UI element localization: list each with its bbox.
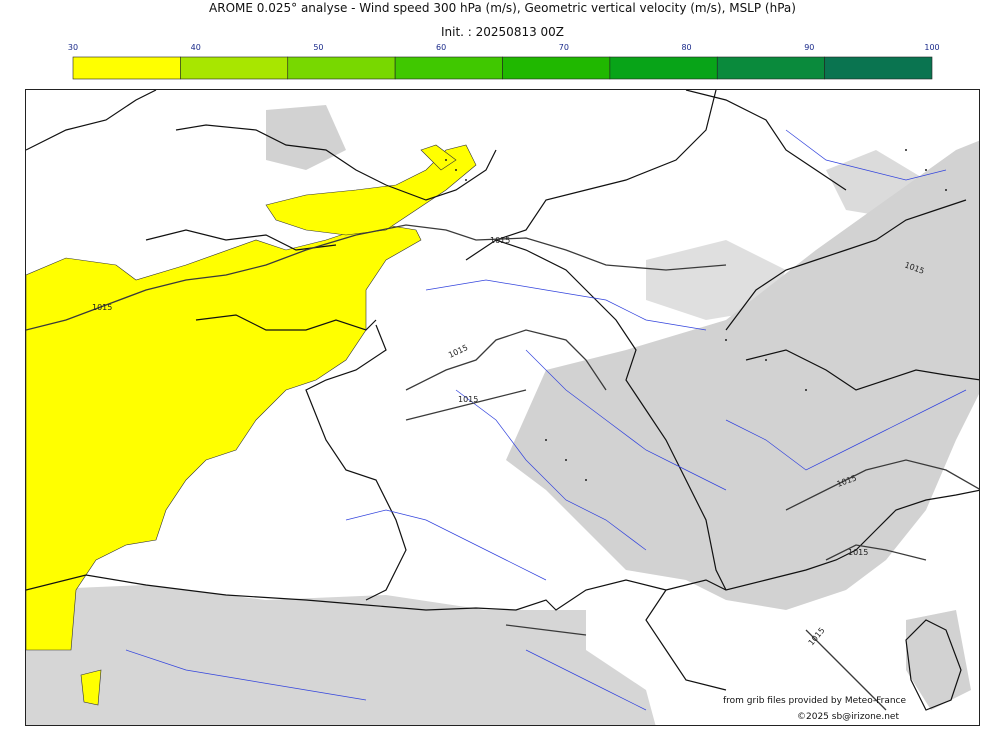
isobar-label: 1015 (447, 343, 469, 360)
source-credit: from grib files provided by Meteo-France (723, 696, 907, 706)
isobar-label: 1015 (458, 395, 478, 404)
colorbar-tick-label: 30 (68, 43, 78, 52)
isobar-label: 1015 (848, 548, 868, 557)
chart-title: AROME 0.025° analyse - Wind speed 300 hP… (209, 1, 796, 15)
isobar-label: 1015 (490, 236, 510, 245)
colorbar-tick-label: 40 (191, 43, 201, 52)
colorbar-segment (287, 56, 396, 80)
colorbar-segment (180, 56, 289, 80)
colorbar-tick-label: 80 (681, 43, 691, 52)
wind-speed-30-40-area (26, 144, 477, 706)
colorbar-segment (502, 56, 611, 80)
colorbar-tick-label: 50 (313, 43, 323, 52)
velocity-stipple (445, 149, 947, 481)
colorbar-segment (716, 56, 825, 80)
isobar-label: 1015 (807, 626, 827, 647)
vertical-velocity-shading (26, 105, 979, 725)
colorbar-segment (394, 56, 503, 80)
colorbar-tick-label: 100 (924, 43, 939, 52)
colorbar-tick-label: 70 (559, 43, 569, 52)
rivers (125, 129, 967, 711)
colorbar-tick-label: 90 (804, 43, 814, 52)
colorbar-tick-label: 60 (436, 43, 446, 52)
colorbar-segment (609, 56, 718, 80)
isobar-label: 1015 (92, 303, 112, 312)
colorbar-segment (72, 56, 181, 80)
colorbar-segment (824, 56, 933, 80)
isobars (26, 224, 979, 711)
coastlines (26, 90, 979, 711)
chart-subtitle: Init. : 20250813 00Z (440, 25, 565, 39)
weather-map: 1015 1015 1015 1015 1015 1015 1015 1015 (25, 89, 980, 726)
map-canvas: 1015 1015 1015 1015 1015 1015 1015 1015 (26, 90, 979, 725)
wind-speed-colorbar: 30 40 50 60 70 80 90 100 (68, 43, 940, 80)
copyright-credit: ©2025 sb@irizone.net (797, 712, 899, 722)
